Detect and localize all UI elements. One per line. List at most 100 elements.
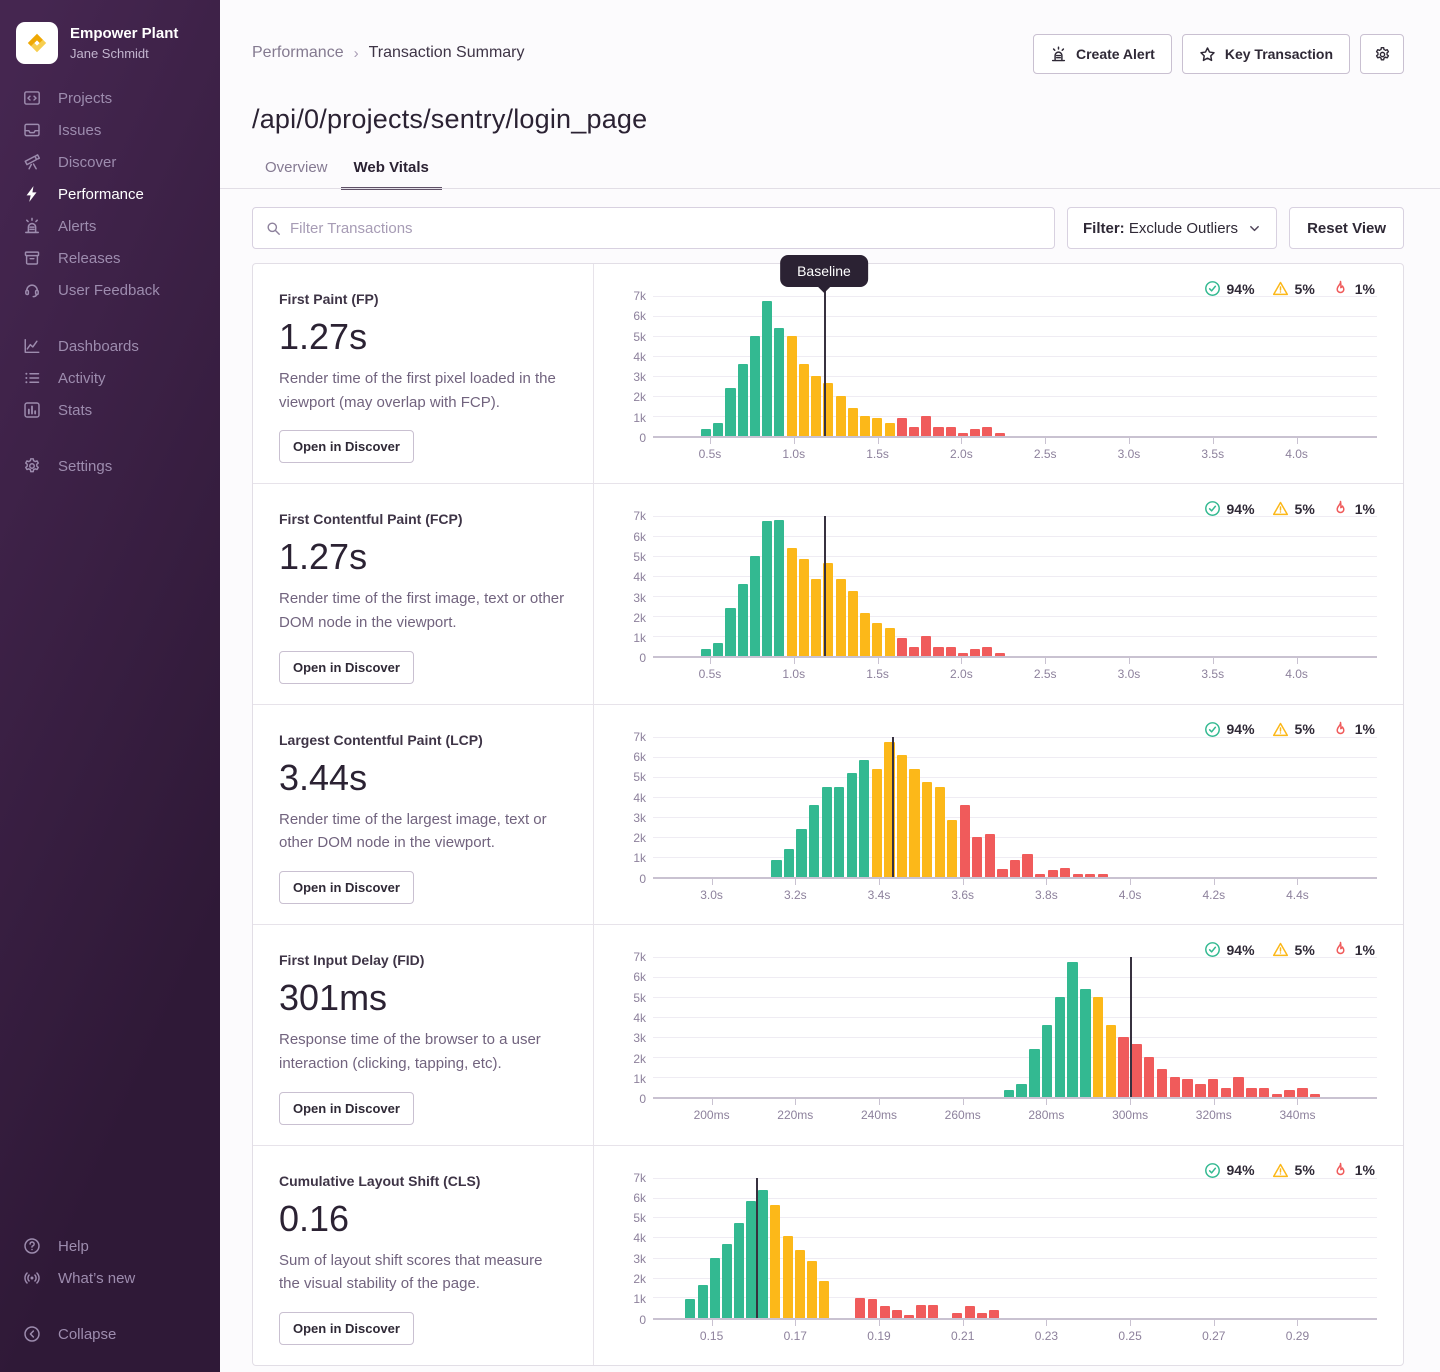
histogram-bar[interactable] xyxy=(762,301,773,436)
histogram-bar[interactable] xyxy=(984,833,996,877)
histogram-bar[interactable] xyxy=(945,427,956,436)
histogram-bar[interactable] xyxy=(818,1280,829,1318)
histogram-bar[interactable] xyxy=(762,521,773,657)
histogram-bar[interactable] xyxy=(945,647,956,657)
histogram-bar[interactable] xyxy=(970,429,981,436)
histogram-bar[interactable] xyxy=(758,1189,769,1318)
histogram-bar[interactable] xyxy=(1258,1088,1270,1098)
histogram-bar[interactable] xyxy=(1297,1088,1308,1098)
histogram-bar[interactable] xyxy=(1169,1077,1180,1098)
reset-view-button[interactable]: Reset View xyxy=(1289,207,1404,249)
sidebar-item-releases[interactable]: Releases xyxy=(23,242,220,274)
open-in-discover-button[interactable]: Open in Discover xyxy=(279,430,414,464)
histogram-bar[interactable] xyxy=(896,638,907,657)
sidebar-item-collapse[interactable]: Collapse xyxy=(23,1318,220,1350)
open-in-discover-button[interactable]: Open in Discover xyxy=(279,871,414,905)
search-input[interactable] xyxy=(290,219,1041,237)
histogram-bar[interactable] xyxy=(721,1243,732,1318)
histogram-bar[interactable] xyxy=(811,376,822,436)
histogram-bar[interactable] xyxy=(823,383,834,436)
histogram-bar[interactable] xyxy=(891,1309,902,1318)
outlier-filter-dropdown[interactable]: Filter: Exclude Outliers xyxy=(1067,207,1278,249)
histogram-bar[interactable] xyxy=(685,1298,696,1318)
histogram-bar[interactable] xyxy=(1009,859,1021,877)
histogram-bar[interactable] xyxy=(786,548,797,657)
histogram-bar[interactable] xyxy=(1271,1094,1283,1098)
histogram-bar[interactable] xyxy=(921,781,933,877)
histogram-bar[interactable] xyxy=(872,418,883,436)
histogram-bar[interactable] xyxy=(1029,1049,1040,1098)
histogram-bar[interactable] xyxy=(879,1305,890,1318)
histogram-bar[interactable] xyxy=(701,429,712,436)
histogram-bar[interactable] xyxy=(774,520,785,657)
histogram-bar[interactable] xyxy=(782,1235,793,1318)
histogram-bar[interactable] xyxy=(725,388,736,436)
histogram-bar[interactable] xyxy=(982,427,993,436)
sidebar-item-issues[interactable]: Issues xyxy=(23,114,220,146)
histogram-bar[interactable] xyxy=(737,584,748,657)
transaction-settings-button[interactable] xyxy=(1360,34,1404,74)
sidebar-item-activity[interactable]: Activity xyxy=(23,362,220,394)
histogram-bar[interactable] xyxy=(964,1305,975,1318)
histogram-bar[interactable] xyxy=(1195,1084,1206,1098)
histogram-bar[interactable] xyxy=(1097,873,1109,877)
histogram-bar[interactable] xyxy=(934,786,945,877)
sidebar-item-user-feedback[interactable]: User Feedback xyxy=(23,274,220,306)
histogram-bar[interactable] xyxy=(1047,869,1058,877)
histogram-bar[interactable] xyxy=(872,623,883,657)
histogram-bar[interactable] xyxy=(1080,989,1091,1098)
sidebar-item-discover[interactable]: Discover xyxy=(23,146,220,178)
histogram-bar[interactable] xyxy=(916,1304,927,1318)
histogram-bar[interactable] xyxy=(1060,867,1071,877)
histogram-bar[interactable] xyxy=(1220,1088,1232,1098)
histogram-bar[interactable] xyxy=(909,647,920,657)
histogram-bar[interactable] xyxy=(860,416,871,436)
sidebar-item-stats[interactable]: Stats xyxy=(23,394,220,426)
histogram-bar[interactable] xyxy=(959,804,970,877)
histogram-bar[interactable] xyxy=(896,418,907,436)
histogram-bar[interactable] xyxy=(1284,1090,1295,1098)
histogram-bar[interactable] xyxy=(957,653,968,657)
histogram-bar[interactable] xyxy=(798,364,809,436)
histogram-bar[interactable] xyxy=(1085,873,1096,877)
histogram-bar[interactable] xyxy=(982,647,993,657)
histogram-bar[interactable] xyxy=(972,836,983,877)
histogram-bar[interactable] xyxy=(896,754,908,877)
sidebar-item-help[interactable]: Help xyxy=(23,1230,220,1262)
histogram-bar[interactable] xyxy=(1309,1094,1321,1098)
histogram-bar[interactable] xyxy=(713,643,724,657)
histogram-bar[interactable] xyxy=(794,1249,805,1318)
histogram-bar[interactable] xyxy=(1041,1025,1053,1098)
histogram-bar[interactable] xyxy=(1246,1088,1257,1098)
histogram-bar[interactable] xyxy=(867,1298,878,1318)
histogram-bar[interactable] xyxy=(806,1260,817,1318)
histogram-bar[interactable] xyxy=(771,859,782,877)
histogram-bar[interactable] xyxy=(952,1312,963,1318)
histogram-bar[interactable] xyxy=(1207,1079,1219,1098)
open-in-discover-button[interactable]: Open in Discover xyxy=(279,1091,414,1125)
histogram-bar[interactable] xyxy=(811,579,822,657)
create-alert-button[interactable]: Create Alert xyxy=(1032,34,1172,74)
histogram-bar[interactable] xyxy=(1022,853,1033,877)
histogram-bar[interactable] xyxy=(846,772,857,877)
histogram-bar[interactable] xyxy=(1092,997,1104,1098)
histogram-bar[interactable] xyxy=(909,768,920,877)
histogram-bar[interactable] xyxy=(994,653,1005,657)
histogram-bar[interactable] xyxy=(1233,1077,1244,1098)
histogram-bar[interactable] xyxy=(701,649,712,657)
histogram-bar[interactable] xyxy=(921,416,932,436)
sidebar-item-settings[interactable]: Settings xyxy=(23,450,220,482)
histogram-bar[interactable] xyxy=(749,336,760,436)
histogram-bar[interactable] xyxy=(1118,1037,1129,1098)
histogram-bar[interactable] xyxy=(933,647,944,657)
histogram-bar[interactable] xyxy=(847,591,858,657)
histogram-bar[interactable] xyxy=(1105,1025,1117,1098)
histogram-bar[interactable] xyxy=(1131,1044,1142,1098)
open-in-discover-button[interactable]: Open in Discover xyxy=(279,650,414,684)
histogram-bar[interactable] xyxy=(909,427,920,436)
sidebar-item-performance[interactable]: Performance xyxy=(23,178,220,210)
histogram-bar[interactable] xyxy=(835,579,846,657)
tab-web-vitals[interactable]: Web Vitals xyxy=(340,159,442,190)
histogram-bar[interactable] xyxy=(1003,1090,1015,1098)
histogram-bar[interactable] xyxy=(957,433,968,436)
